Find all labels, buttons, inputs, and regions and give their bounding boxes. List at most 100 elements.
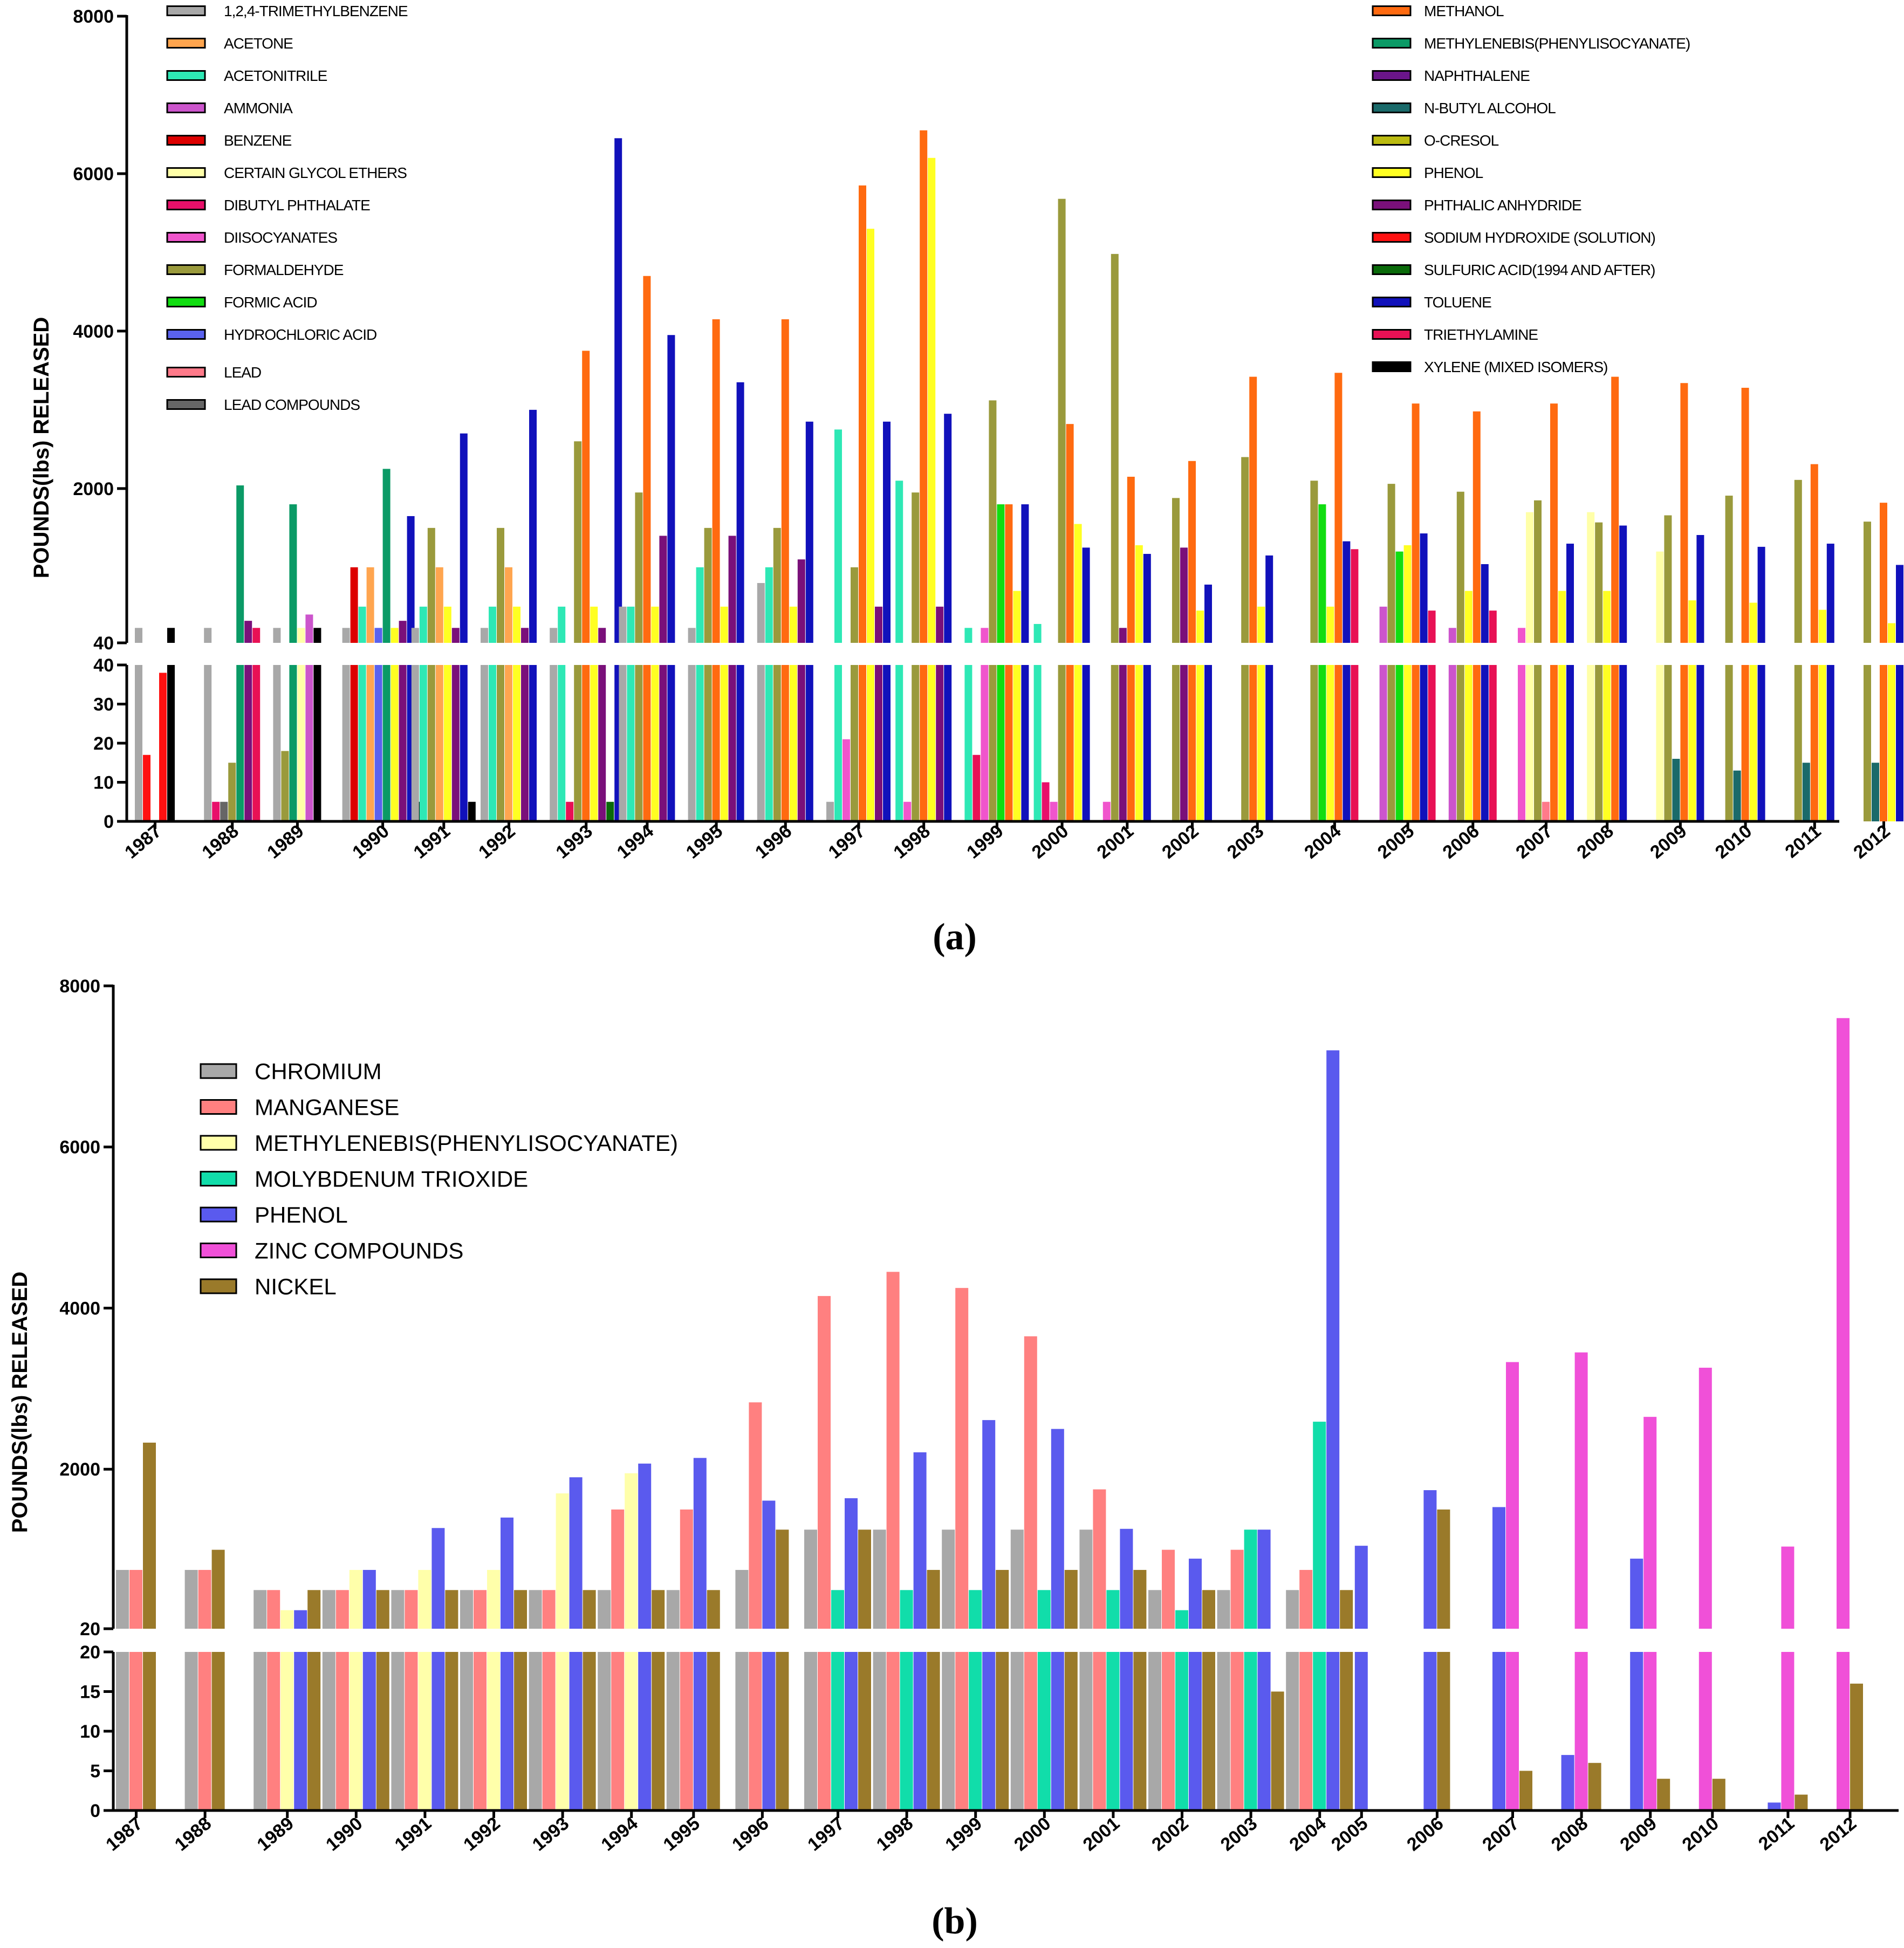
bar-a-1996-phthalic-anhydride-upper	[797, 559, 805, 643]
legend-swatch-a	[166, 367, 206, 378]
bar-a-1993-methanol-upper	[582, 351, 590, 643]
bar-b-1990-manganese-upper	[335, 1590, 349, 1629]
bar-a-1991-toluene-lower	[460, 665, 468, 821]
bar-b-1989-nickel-lower	[307, 1652, 321, 1810]
bar-a-1990-toluene-upper	[407, 516, 415, 643]
legend-label-a: O-CRESOL	[1424, 132, 1499, 149]
bar-b-1998-phenol-upper	[913, 1452, 927, 1629]
bar-a-1994-1-2-4-trimethylbenzene-upper	[619, 606, 627, 643]
bar-a-1999-triethylamine-lower	[972, 754, 981, 821]
bar-a-2004-formic-acid-upper	[1318, 504, 1326, 643]
bar-a-1998-methanol-upper	[920, 130, 928, 643]
bar-b-1999-molybdenum-trioxide-lower	[969, 1652, 982, 1810]
bar-b-1989-manganese-upper	[267, 1590, 280, 1629]
bar-b-2007-phenol-lower	[1492, 1652, 1505, 1810]
legend-item-a: XYLENE (MIXED ISOMERS)	[1372, 359, 1608, 375]
y-tick-label-lower-b: 10	[80, 1721, 100, 1742]
bar-a-1992-formaldehyde-lower	[497, 665, 504, 821]
bar-b-1998-nickel-upper	[927, 1569, 940, 1629]
bar-a-1999-formaldehyde-upper	[989, 400, 997, 643]
legend-swatch-b	[200, 1063, 237, 1079]
bar-b-2004-chromium-lower	[1286, 1652, 1299, 1810]
bar-a-1992-phenol-lower	[513, 665, 520, 821]
legend-item-a: FORMIC ACID	[166, 294, 318, 311]
bar-b-1989-methylenebis-phenylisocyanate--upper	[280, 1610, 294, 1629]
bar-b-2009-zinc-compounds-upper	[1643, 1417, 1657, 1629]
bar-b-2000-phenol-lower	[1051, 1652, 1064, 1810]
bar-b-1996-manganese-lower	[749, 1652, 762, 1810]
bar-a-1994-formaldehyde-lower	[635, 665, 643, 821]
bar-a-1997-methanol-upper	[859, 185, 866, 643]
bar-a-1990-hydrochloric-acid-lower	[374, 665, 382, 821]
bar-a-2008-toluene-lower	[1619, 665, 1627, 821]
bar-b-2004-chromium-upper	[1286, 1590, 1299, 1629]
bar-a-2012-formaldehyde-upper	[1864, 522, 1871, 643]
bar-b-1994-chromium-lower	[598, 1652, 611, 1810]
legend-item-a: METHANOL	[1372, 3, 1504, 19]
legend-item-a: LEAD COMPOUNDS	[166, 396, 360, 413]
bar-b-2005-phenol-upper	[1354, 1546, 1368, 1629]
bar-b-1992-chromium-upper	[460, 1590, 473, 1629]
bar-a-2011-toluene-upper	[1826, 544, 1834, 643]
bar-a-2010-formaldehyde-lower	[1725, 665, 1733, 821]
bar-b-2005-phenol-lower	[1354, 1652, 1368, 1810]
bar-a-1990-phthalic-anhydride-upper	[399, 621, 407, 643]
bar-b-1992-nickel-upper	[514, 1590, 527, 1629]
legend-swatch-a	[166, 200, 206, 210]
bar-a-1998-formaldehyde-lower	[912, 665, 920, 821]
legend-swatch-a	[166, 399, 206, 410]
bar-a-1992-acetonitrile-upper	[489, 606, 496, 643]
bar-a-1999-diisocyanates-upper	[981, 628, 989, 643]
legend-swatch-a	[166, 167, 206, 178]
bar-a-1994-toluene-lower	[667, 665, 675, 821]
legend-swatch-a	[166, 38, 206, 49]
bar-a-2000-toluene-upper	[1082, 547, 1090, 643]
bar-b-1995-chromium-lower	[666, 1652, 680, 1810]
bar-b-1999-molybdenum-trioxide-upper	[969, 1590, 982, 1629]
bar-b-1999-phenol-lower	[982, 1652, 996, 1810]
bar-a-1998-phthalic-anhydride-lower	[936, 665, 944, 821]
bar-a-2000-toluene-lower	[1082, 665, 1090, 821]
bar-b-1990-manganese-lower	[335, 1652, 349, 1810]
bar-b-2003-chromium-lower	[1217, 1652, 1230, 1810]
bar-a-2009-methanol-upper	[1680, 383, 1688, 643]
bar-a-1994-toluene-upper	[667, 335, 675, 643]
bar-b-1997-molybdenum-trioxide-upper	[831, 1590, 844, 1629]
bar-b-1996-chromium-upper	[735, 1569, 749, 1629]
bar-a-1994-formaldehyde-upper	[635, 492, 643, 643]
bar-a-1994-methanol-lower	[643, 665, 651, 821]
bar-a-2012-methanol-upper	[1880, 503, 1887, 643]
y-tick-label-upper-a: 6000	[73, 164, 114, 184]
bar-a-1993-methanol-lower	[582, 665, 590, 821]
bar-a-2003-toluene-lower	[1265, 665, 1273, 821]
bar-b-2001-manganese-upper	[1093, 1489, 1106, 1629]
bar-b-1997-nickel-upper	[858, 1529, 871, 1629]
bar-b-2010-nickel-lower	[1712, 1779, 1725, 1810]
bar-a-2000-acetonitrile-lower	[1033, 665, 1042, 821]
bar-a-1994-phenol-lower	[651, 665, 659, 821]
bar-a-2001-phthalic-anhydride-lower	[1119, 665, 1127, 821]
bar-a-2010-n-butyl-alcohol-lower	[1733, 770, 1741, 821]
bar-b-1987-chromium-lower	[116, 1652, 129, 1810]
bar-a-2007-methanol-lower	[1550, 665, 1558, 821]
bar-b-1992-methylenebis-phenylisocyanate--lower	[487, 1652, 500, 1810]
bar-a-1990-benzene-upper	[350, 567, 358, 643]
bar-a-2006-formaldehyde-upper	[1456, 491, 1464, 643]
bar-a-1991-phenol-lower	[443, 665, 451, 821]
bar-a-1989-certain-glycol-ethers-lower	[297, 665, 305, 821]
legend-item-a: LEAD	[166, 364, 262, 381]
bar-b-2007-phenol-upper	[1492, 1507, 1505, 1629]
bar-a-2011-toluene-lower	[1826, 665, 1834, 821]
legend-item-a: NAPHTHALENE	[1372, 67, 1530, 84]
bar-b-1997-nickel-lower	[858, 1652, 871, 1810]
bar-a-1989-methylenebis-phenylisocyanate--upper	[289, 504, 297, 643]
bar-a-1989-ammonia-lower	[305, 665, 313, 821]
legend-label-b: MOLYBDENUM TRIOXIDE	[255, 1167, 528, 1192]
bar-b-1991-manganese-lower	[405, 1652, 418, 1810]
bar-a-1997-phenol-lower	[867, 665, 874, 821]
bar-b-2006-phenol-lower	[1423, 1652, 1437, 1810]
legend-item-b: CHROMIUM	[200, 1059, 382, 1084]
bar-b-1997-manganese-upper	[818, 1296, 831, 1629]
legend-label-a: HYDROCHLORIC ACID	[224, 326, 376, 343]
bar-a-2010-methanol-upper	[1741, 388, 1749, 643]
